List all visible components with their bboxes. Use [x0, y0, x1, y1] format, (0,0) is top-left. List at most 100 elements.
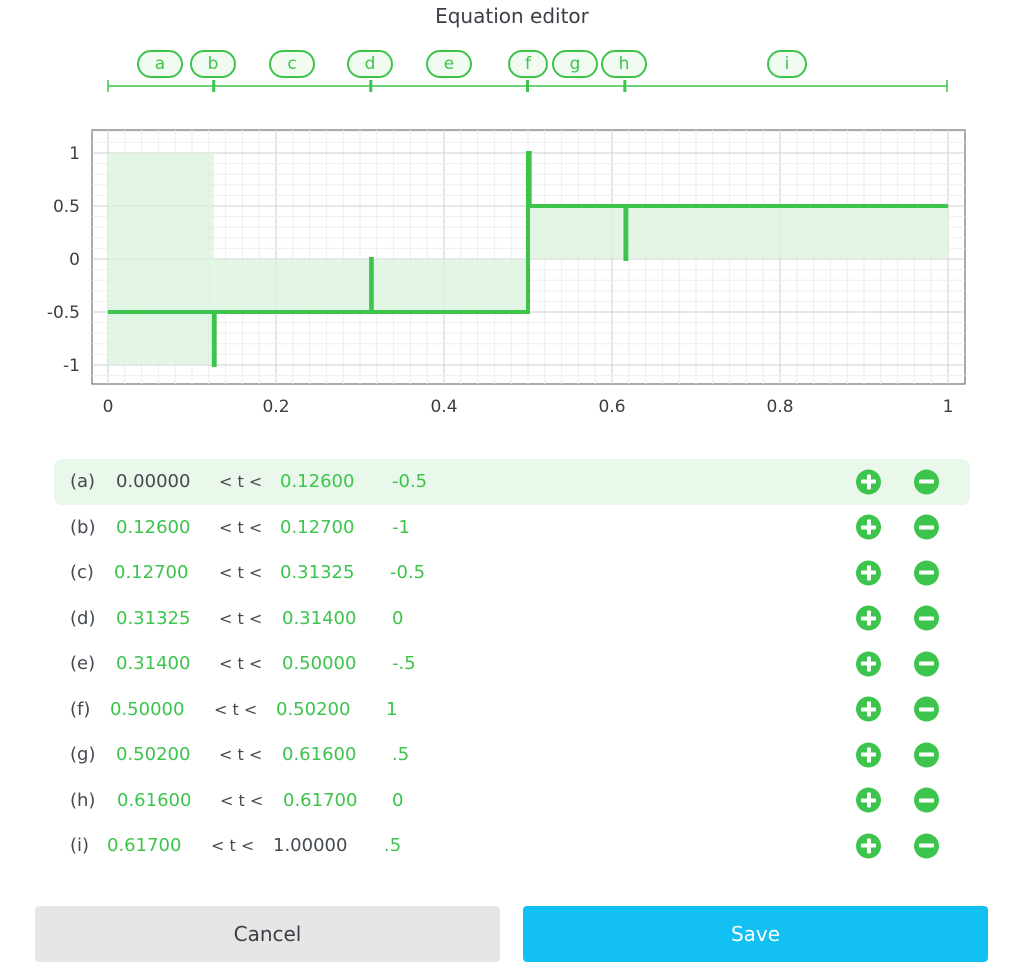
save-button[interactable]: Save [523, 906, 988, 962]
add-segment-icon[interactable] [856, 514, 881, 540]
segment-start-value[interactable]: 0.12700 [114, 562, 189, 584]
remove-segment-icon[interactable] [914, 605, 939, 631]
segment-start-value[interactable]: 0.50000 [110, 698, 185, 720]
shaded-region [529, 206, 948, 259]
remove-segment-icon[interactable] [914, 742, 939, 768]
segment-list: (a) 0.00000 < t < 0.12600 -0.5 (b) 0.12600 < t … [54, 459, 970, 869]
segment-end-value[interactable]: 1.00000 [273, 835, 348, 857]
range-operator: < t < [220, 790, 264, 810]
chart-svg: 0 0.2 0.4 0.6 0.8 1 1 0.5 0 -0.5 -1 [47, 129, 966, 417]
segment-end-value[interactable]: 0.50200 [276, 698, 351, 720]
segment-output-value[interactable]: 1 [386, 698, 398, 720]
segment-row-e[interactable]: (e) 0.31400 < t < 0.50000 -.5 [54, 641, 970, 687]
range-operator: < t < [219, 563, 263, 583]
y-tick-label: 0.5 [53, 197, 80, 217]
segment-row-label: (f) [70, 698, 91, 720]
x-tick-label: 0.6 [598, 397, 625, 417]
add-segment-icon[interactable] [856, 469, 881, 495]
segment-end-value[interactable]: 0.50000 [282, 653, 357, 675]
remove-segment-icon[interactable] [914, 651, 939, 677]
segment-row-f[interactable]: (f) 0.50000 < t < 0.50200 1 [54, 687, 970, 733]
segment-row-a[interactable]: (a) 0.00000 < t < 0.12600 -0.5 [54, 459, 970, 505]
segment-row-g[interactable]: (g) 0.50200 < t < 0.61600 .5 [54, 732, 970, 778]
add-segment-icon[interactable] [856, 742, 881, 768]
segment-start-value[interactable]: 0.50200 [116, 744, 191, 766]
segment-end-value[interactable]: 0.61600 [282, 744, 357, 766]
segment-pill-e[interactable]: e [426, 50, 472, 78]
remove-segment-icon[interactable] [914, 514, 939, 540]
segment-output-value[interactable]: .5 [392, 744, 410, 766]
segment-output-value[interactable]: .5 [384, 835, 402, 857]
y-tick-label: -1 [63, 356, 80, 376]
segment-row-label: (c) [70, 562, 94, 584]
add-segment-icon[interactable] [856, 651, 881, 677]
segment-start-value[interactable]: 0.12600 [116, 516, 191, 538]
segment-start-value[interactable]: 0.61700 [107, 835, 182, 857]
segment-output-value[interactable]: -0.5 [390, 562, 426, 584]
add-segment-icon[interactable] [856, 696, 881, 722]
segment-output-value[interactable]: -0.5 [392, 471, 428, 493]
segment-pill-i[interactable]: i [767, 50, 807, 78]
x-tick-label: 0.4 [430, 397, 457, 417]
remove-segment-icon[interactable] [914, 787, 939, 813]
segment-row-b[interactable]: (b) 0.12600 < t < 0.12700 -1 [54, 505, 970, 551]
remove-segment-icon[interactable] [914, 560, 939, 586]
x-tick-label: 0.8 [766, 397, 793, 417]
step-chart: 0 0.2 0.4 0.6 0.8 1 1 0.5 0 -0.5 -1 [0, 120, 1024, 430]
segment-start-value[interactable]: 0.00000 [116, 471, 191, 493]
segment-end-value[interactable]: 0.31400 [282, 607, 357, 629]
segment-pill-d[interactable]: d [347, 50, 393, 78]
segment-pill-f[interactable]: f [508, 50, 548, 78]
segment-row-i[interactable]: (i) 0.61700 < t < 1.00000 .5 [54, 823, 970, 869]
segment-output-value[interactable]: 0 [392, 607, 404, 629]
segment-end-value[interactable]: 0.12600 [280, 471, 355, 493]
segment-start-value[interactable]: 0.61600 [117, 789, 192, 811]
segment-pill-h[interactable]: h [601, 50, 647, 78]
cancel-button[interactable]: Cancel [35, 906, 500, 962]
segment-end-value[interactable]: 0.61700 [283, 789, 358, 811]
segment-pill-g[interactable]: g [552, 50, 598, 78]
timeline-axis [107, 80, 948, 92]
segment-output-value[interactable]: -1 [392, 516, 410, 538]
segment-row-label: (h) [70, 789, 96, 811]
remove-segment-icon[interactable] [914, 696, 939, 722]
remove-segment-icon[interactable] [914, 833, 939, 859]
add-segment-icon[interactable] [856, 787, 881, 813]
segment-row-d[interactable]: (d) 0.31325 < t < 0.31400 0 [54, 596, 970, 642]
range-operator: < t < [219, 745, 263, 765]
add-segment-icon[interactable] [856, 560, 881, 586]
range-operator: < t < [219, 654, 263, 674]
add-segment-icon[interactable] [856, 605, 881, 631]
segment-output-value[interactable]: -.5 [392, 653, 416, 675]
range-operator: < t < [219, 472, 263, 492]
segment-pill-b[interactable]: b [190, 50, 236, 78]
range-operator: < t < [219, 608, 263, 628]
segment-output-value[interactable]: 0 [392, 789, 404, 811]
x-tick-label: 0.2 [262, 397, 289, 417]
segment-row-label: (a) [70, 471, 96, 493]
x-tick-label: 0 [103, 397, 114, 417]
segment-start-value[interactable]: 0.31325 [116, 607, 191, 629]
range-operator: < t < [214, 699, 258, 719]
segment-pill-c[interactable]: c [269, 50, 315, 78]
y-tick-label: 1 [69, 144, 80, 164]
page-title: Equation editor [435, 4, 589, 28]
segment-row-h[interactable]: (h) 0.61600 < t < 0.61700 0 [54, 778, 970, 824]
add-segment-icon[interactable] [856, 833, 881, 859]
segment-end-value[interactable]: 0.12700 [280, 516, 355, 538]
segment-row-label: (g) [70, 744, 96, 766]
segment-row-label: (e) [70, 653, 96, 675]
segment-end-value[interactable]: 0.31325 [280, 562, 355, 584]
series-line [108, 151, 948, 367]
remove-segment-icon[interactable] [914, 469, 939, 495]
y-tick-label: -0.5 [47, 303, 80, 323]
segment-pill-a[interactable]: a [137, 50, 183, 78]
segment-start-value[interactable]: 0.31400 [116, 653, 191, 675]
range-operator: < t < [211, 836, 255, 856]
segment-row-c[interactable]: (c) 0.12700 < t < 0.31325 -0.5 [54, 550, 970, 596]
range-operator: < t < [219, 517, 263, 537]
segment-row-label: (d) [70, 607, 96, 629]
segment-row-label: (i) [70, 835, 90, 857]
shaded-region [108, 153, 214, 259]
